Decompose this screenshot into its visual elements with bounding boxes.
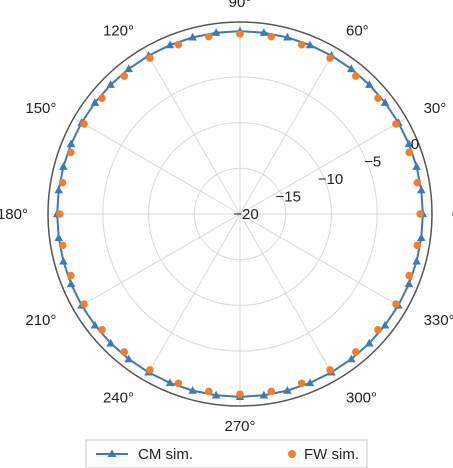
fw-sim-circle-marker [236,390,244,398]
fw-sim-circle-marker [298,379,306,387]
legend-fw-label: FW sim. [304,446,359,463]
fw-sim-circle-marker [59,241,67,249]
angular-grid-spoke [144,214,240,380]
fw-sim-circle-marker [205,33,213,41]
fw-sim-circle-marker [392,300,400,308]
fw-sim-circle-marker [205,388,213,396]
legend-cm-label: CM sim. [138,446,193,463]
angular-grid-spoke [144,48,240,214]
angular-grid-spoke [240,118,406,214]
angular-grid-spoke [240,214,406,310]
cm-sim-triangle-marker [412,162,421,170]
fw-sim-circle-marker [80,300,88,308]
cm-sim-triangle-marker [412,257,421,265]
fw-sim-circle-marker [175,379,183,387]
radial-tick-label: −15 [276,189,301,206]
angle-tick-label: 90° [229,0,252,11]
fw-sim-circle-marker [414,179,422,187]
fw-sim-circle-marker [175,41,183,49]
angle-tick-label: 180° [0,206,28,223]
fw-sim-circle-marker [416,210,424,218]
fw-sim-circle-marker [267,388,275,396]
fw-sim-circle-marker [374,94,382,102]
cm-sim-triangle-marker [59,257,68,265]
cm-sim-triangle-marker [54,186,63,194]
angle-tick-label: 210° [25,312,56,329]
fw-sim-circle-marker [80,120,88,128]
angular-grid-spoke [240,214,336,380]
fw-sim-circle-marker [146,366,154,374]
radial-tick-label: −10 [318,171,343,188]
angle-tick-label: 60° [346,22,369,39]
radial-tick-label: −20 [233,206,258,223]
fw-sim-circle-marker [326,54,334,62]
fw-sim-circle-marker [352,348,360,356]
angle-tick-label: 150° [25,100,56,117]
fw-sim-circle-marker [98,326,106,334]
fw-sim-circle-marker [56,210,64,218]
cm-sim-triangle-marker [54,233,63,241]
cm-sim-triangle-marker [59,162,68,170]
cm-sim-triangle-marker [347,64,356,72]
cm-sim-triangle-marker [405,279,414,287]
fw-sim-circle-marker [67,272,75,280]
angle-tick-label: 240° [103,390,134,407]
radial-tick-label: 0 [411,136,419,153]
cm-sim-triangle-marker [417,233,426,241]
angle-tick-label: 270° [224,418,255,435]
legend-fw-circle-marker [288,450,296,458]
angle-tick-label: 300° [346,390,377,407]
fw-sim-circle-marker [392,120,400,128]
radial-tick-label: −5 [364,154,381,171]
angle-tick-label: 30° [424,100,447,117]
angular-grid-spoke [74,118,240,214]
tick-labels: 0°30°60°90°120°150°180°210°240°270°300°3… [0,0,453,435]
fw-sim-circle-marker [267,33,275,41]
fw-sim-circle-marker [98,94,106,102]
fw-sim-circle-marker [236,30,244,38]
fw-sim-circle-marker [414,241,422,249]
angular-grid-spoke [74,214,240,310]
fw-sim-circle-marker [298,41,306,49]
angle-tick-label: 120° [103,22,134,39]
cm-sim-triangle-marker [124,64,133,72]
cm-sim-triangle-marker [67,279,76,287]
legend: CM sim. FW sim. [86,440,367,468]
fw-sim-circle-marker [59,179,67,187]
fw-sim-circle-marker [67,149,75,157]
cm-sim-triangle-marker [67,140,76,148]
fw-sim-circle-marker [374,326,382,334]
fw-sim-circle-marker [120,348,128,356]
fw-sim-circle-marker [146,54,154,62]
fw-sim-circle-marker [352,72,360,80]
fw-sim-circle-marker [326,366,334,374]
cm-sim-triangle-marker [417,186,426,194]
angle-tick-label: 330° [424,312,453,329]
fw-sim-circle-marker [405,272,413,280]
fw-sim-circle-marker [120,72,128,80]
